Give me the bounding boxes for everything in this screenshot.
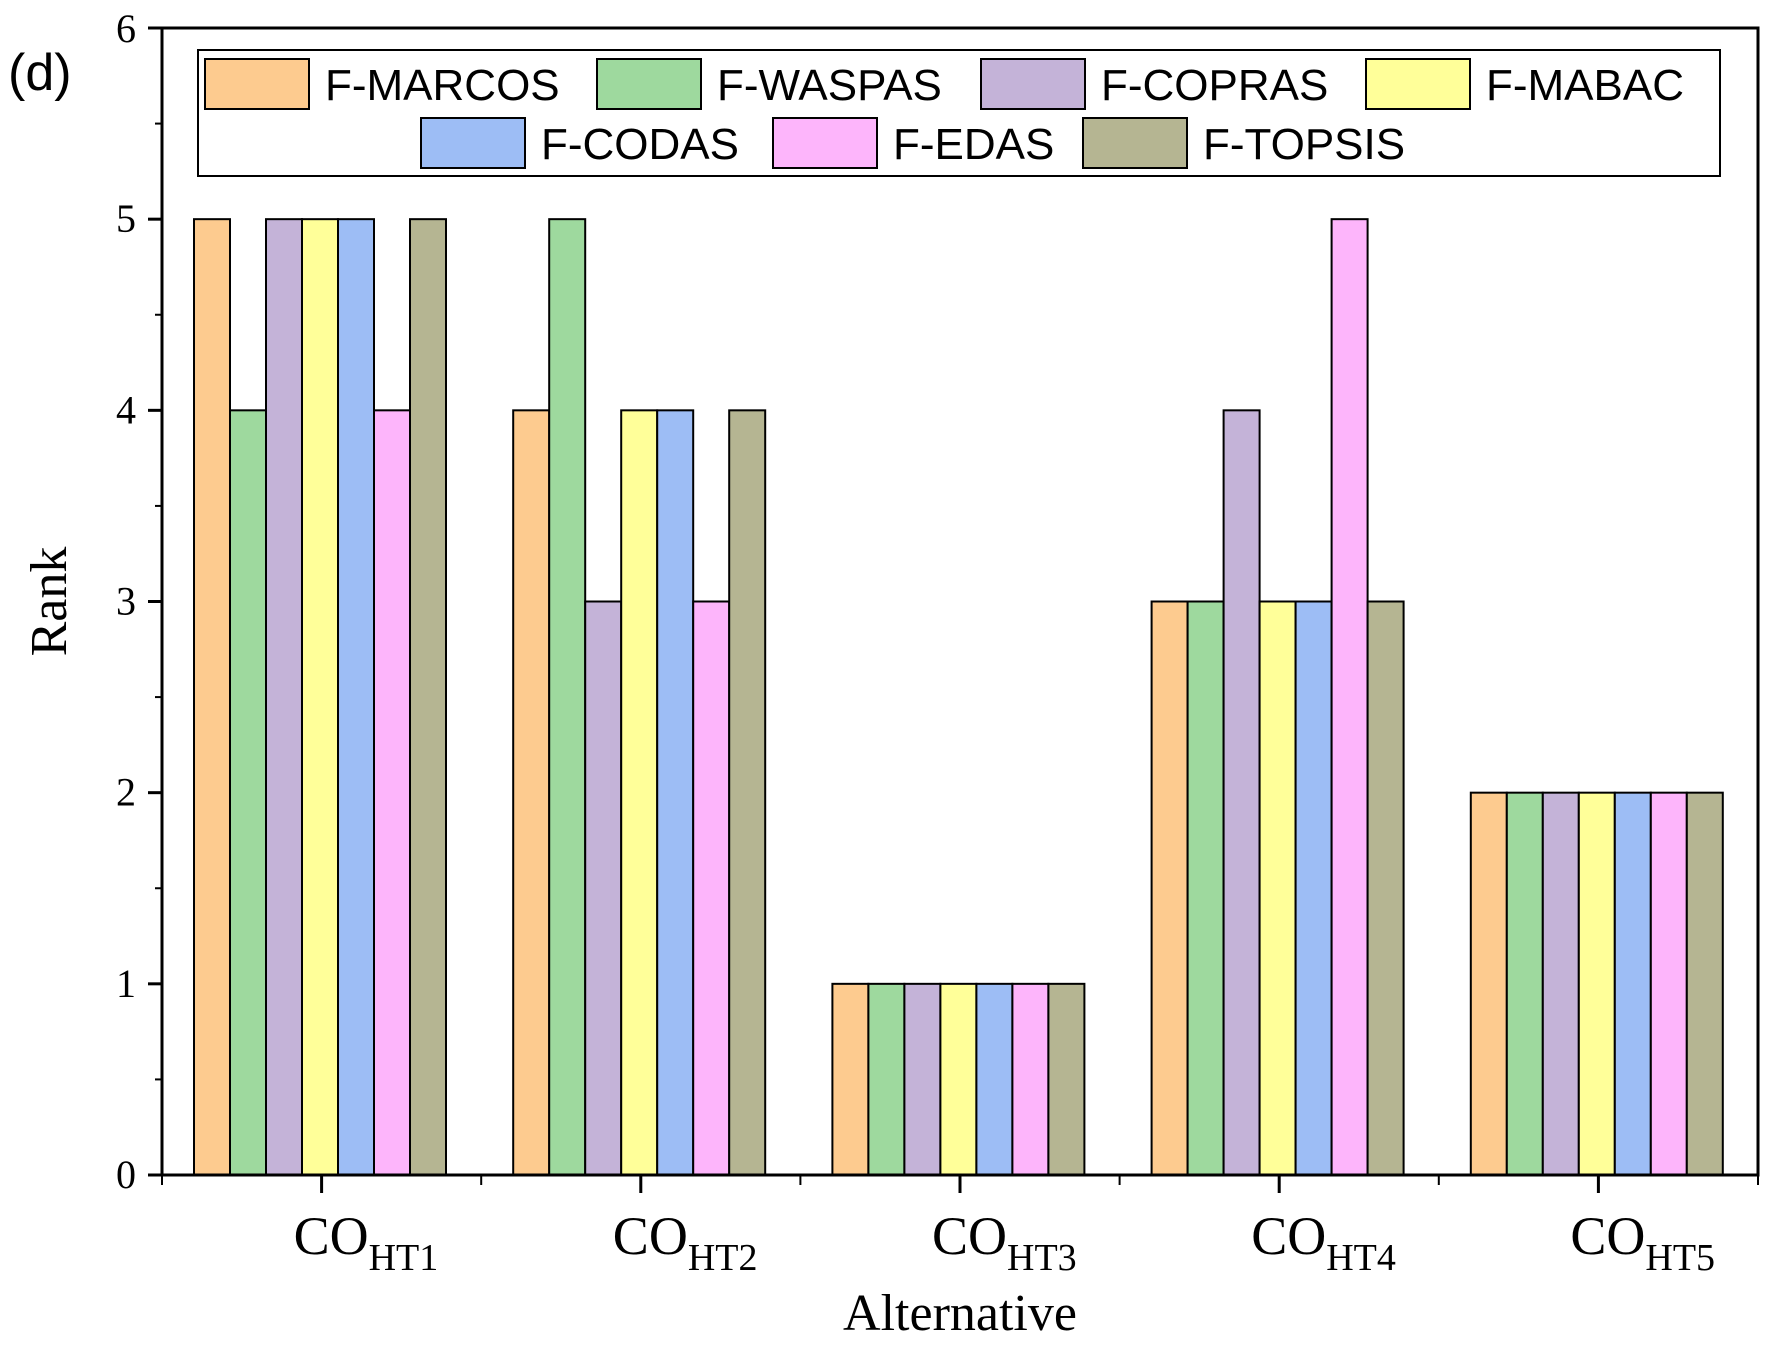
legend-label-f-marcos: F-MARCOS xyxy=(325,61,560,110)
legend-swatch-f-copras xyxy=(980,58,1086,110)
y-tick-label: 0 xyxy=(116,1152,136,1197)
bar-f-mabac-ht5 xyxy=(1577,791,1616,1177)
bar-f-copras-ht1 xyxy=(265,218,303,1176)
bar-f-edas-ht1 xyxy=(373,409,411,1177)
bars-group xyxy=(193,218,1724,1177)
legend-swatch-f-topsis xyxy=(1082,117,1188,169)
bar-f-copras-ht2 xyxy=(584,600,623,1176)
legend-swatch-f-marcos xyxy=(204,58,310,110)
legend-label-f-mabac: F-MABAC xyxy=(1486,61,1684,110)
bar-f-topsis-ht5 xyxy=(1685,791,1724,1177)
bar-f-waspas-ht2 xyxy=(548,218,587,1176)
y-tick-label: 6 xyxy=(116,6,136,51)
bar-f-marcos-ht5 xyxy=(1469,791,1508,1177)
legend-label-f-edas: F-EDAS xyxy=(893,120,1054,169)
x-axis-title: Alternative xyxy=(843,1285,1077,1342)
bar-f-waspas-ht5 xyxy=(1505,791,1544,1177)
bar-f-codas-ht2 xyxy=(656,409,695,1177)
bar-f-mabac-ht1 xyxy=(301,218,339,1176)
x-tick-label-ht3: COHT3 xyxy=(932,1206,1077,1279)
bar-f-edas-ht3 xyxy=(1011,982,1050,1176)
y-tick-label: 1 xyxy=(116,961,136,1006)
bar-f-edas-ht4 xyxy=(1330,218,1369,1176)
legend: F-MARCOS F-WASPAS F-COPRAS F-MABAC F-CODAS F-… xyxy=(197,49,1721,177)
bar-f-topsis-ht2 xyxy=(728,409,767,1177)
legend-label-f-codas: F-CODAS xyxy=(541,120,739,169)
legend-label-f-copras: F-COPRAS xyxy=(1101,61,1328,110)
bar-f-topsis-ht4 xyxy=(1366,600,1405,1176)
bar-f-codas-ht1 xyxy=(337,218,375,1176)
legend-swatch-f-mabac xyxy=(1365,58,1471,110)
bar-f-waspas-ht1 xyxy=(229,409,267,1177)
x-tick-label-ht1: COHT1 xyxy=(294,1206,439,1279)
x-tick-label-ht2: COHT2 xyxy=(613,1206,758,1279)
bar-f-codas-ht3 xyxy=(975,982,1014,1176)
bar-f-marcos-ht2 xyxy=(512,409,551,1177)
legend-swatch-f-edas xyxy=(772,117,878,169)
bar-f-waspas-ht3 xyxy=(867,982,906,1176)
bar-f-marcos-ht4 xyxy=(1150,600,1189,1176)
bar-f-mabac-ht3 xyxy=(939,982,978,1176)
x-tick-label-ht5: COHT5 xyxy=(1570,1206,1715,1279)
legend-swatch-f-codas xyxy=(420,117,526,169)
x-tick-label-ht4: COHT4 xyxy=(1251,1206,1396,1279)
bar-f-mabac-ht2 xyxy=(620,409,659,1177)
legend-swatch-f-waspas xyxy=(596,58,702,110)
y-tick-label: 3 xyxy=(116,579,136,624)
bar-f-waspas-ht4 xyxy=(1186,600,1225,1176)
legend-label-f-topsis: F-TOPSIS xyxy=(1203,120,1405,169)
y-tick-label: 2 xyxy=(116,770,136,815)
panel-label: (d) xyxy=(8,44,72,102)
y-tick-label: 5 xyxy=(116,196,136,241)
bar-f-mabac-ht4 xyxy=(1258,600,1297,1176)
bar-f-copras-ht5 xyxy=(1541,791,1580,1177)
bar-f-codas-ht5 xyxy=(1613,791,1652,1177)
bar-f-edas-ht5 xyxy=(1649,791,1688,1177)
bar-f-copras-ht4 xyxy=(1222,409,1261,1177)
bar-f-topsis-ht3 xyxy=(1047,982,1086,1176)
bar-f-marcos-ht3 xyxy=(831,982,870,1176)
bar-f-copras-ht3 xyxy=(903,982,942,1176)
legend-label-f-waspas: F-WASPAS xyxy=(717,61,942,110)
bar-f-codas-ht4 xyxy=(1294,600,1333,1176)
bar-f-edas-ht2 xyxy=(692,600,731,1176)
y-axis-title: Rank xyxy=(21,547,78,657)
bar-f-topsis-ht1 xyxy=(409,218,447,1176)
bar-f-marcos-ht1 xyxy=(193,218,231,1176)
y-tick-label: 4 xyxy=(116,387,136,432)
